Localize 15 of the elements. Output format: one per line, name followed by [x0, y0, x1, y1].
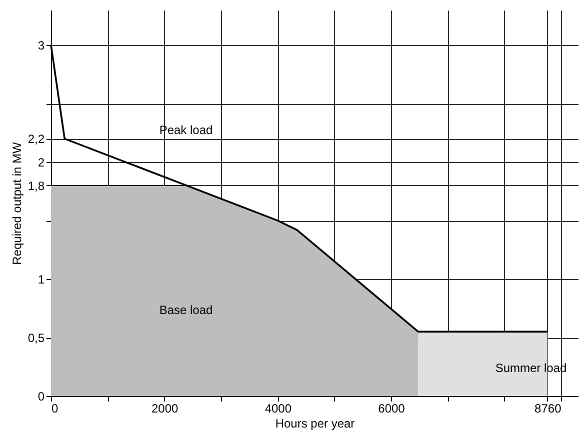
x-tick-label: 2000 — [151, 402, 179, 416]
x-tick-label: 6000 — [378, 402, 406, 416]
y-axis-title: Required output in MW — [10, 141, 24, 265]
x-tick-label: 0 — [52, 402, 58, 416]
y-tick-label: 0,5 — [28, 331, 45, 346]
y-tick-label: 1,8 — [28, 178, 45, 193]
annotation: Base load — [159, 303, 213, 317]
x-tick-label: 4000 — [264, 402, 292, 416]
y-tick-label: 3 — [38, 38, 45, 53]
y-tick-label: 0 — [38, 390, 45, 404]
x-axis-title: Hours per year — [275, 416, 355, 430]
y-tick-label: 2 — [38, 156, 45, 170]
y-tick-label: 1 — [38, 272, 45, 287]
x-tick-label: 8760 — [534, 402, 562, 416]
y-tick-label: 2,2 — [28, 132, 45, 146]
